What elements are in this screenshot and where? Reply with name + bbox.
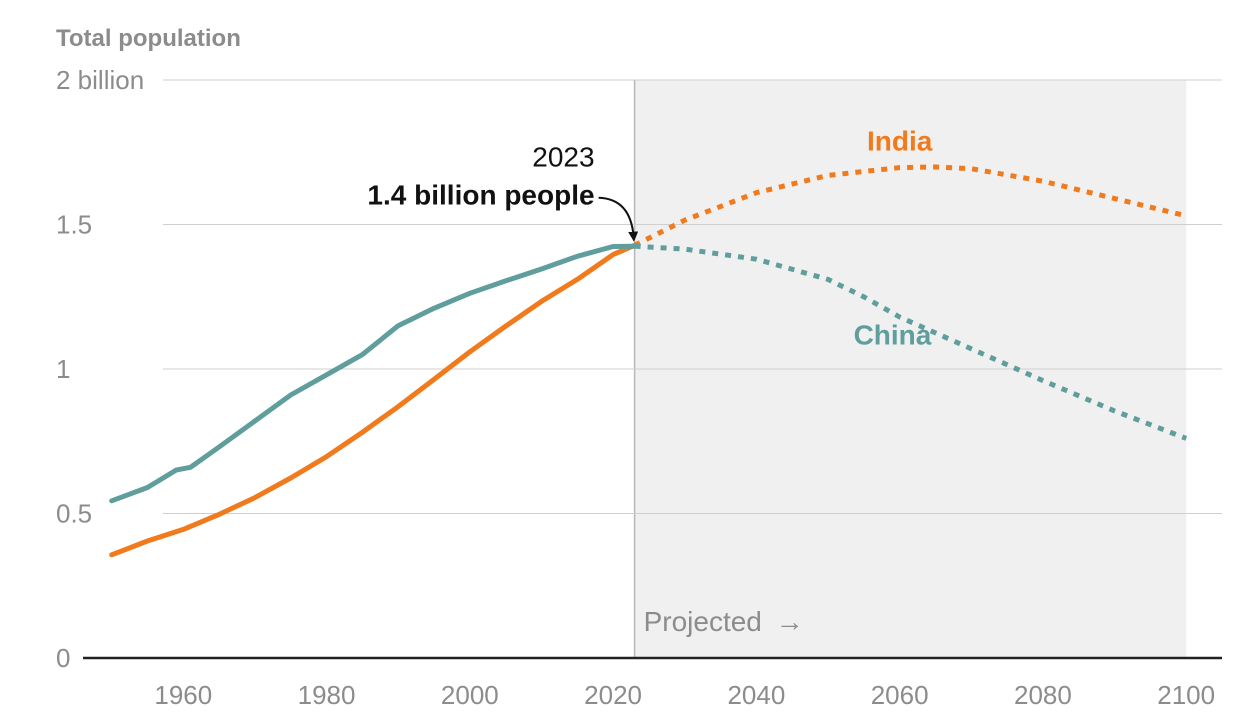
annotation-arrow-icon [598,196,639,242]
projected-label: Projected → [644,606,804,637]
india-series-label: India [867,126,933,157]
annotation-year: 2023 [532,142,594,173]
x-tick-label: 2100 [1157,680,1215,710]
y-tick-label: 1 [56,354,70,384]
x-tick-label: 1960 [154,680,212,710]
projected-arrow-icon: → [776,606,804,637]
china-history-line [109,243,638,504]
y-tick-label: 2 billion [56,65,144,95]
annotation-value: 1.4 billion people [367,180,594,211]
x-tick-label: 2080 [1014,680,1072,710]
x-tick-label: 2060 [871,680,929,710]
x-tick-label: 2040 [727,680,785,710]
china-series-label: China [854,319,932,350]
india-projection-line [633,164,1187,248]
india-history-line [109,242,638,558]
x-tick-label: 1980 [298,680,356,710]
x-tick-label: 2000 [441,680,499,710]
y-axis-title: Total population [56,25,241,52]
china-projection-line [634,243,1188,441]
y-tick-label: 1.5 [56,210,92,240]
x-tick-label: 2020 [584,680,642,710]
projected-text: Projected [644,606,762,637]
y-tick-label: 0 [56,643,70,673]
y-tick-label: 0.5 [56,499,92,529]
